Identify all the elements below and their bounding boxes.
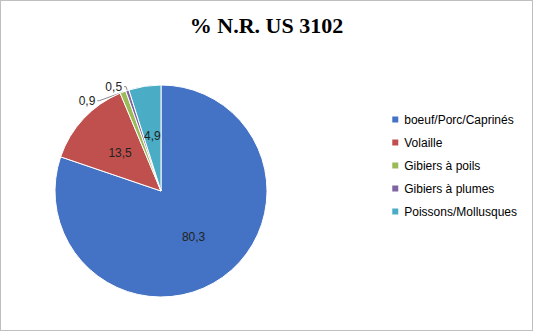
svg-text:boeuf/Porc/Caprinés: boeuf/Porc/Caprinés: [404, 113, 513, 127]
svg-text:Poissons/Mollusques: Poissons/Mollusques: [404, 205, 517, 219]
svg-text:13,5: 13,5: [108, 146, 132, 160]
svg-text:Gibiers à plumes: Gibiers à plumes: [404, 182, 494, 196]
svg-text:% N.R. US 3102: % N.R. US 3102: [190, 13, 343, 38]
svg-text:Gibiers à poils: Gibiers à poils: [404, 159, 480, 173]
svg-text:Volaille: Volaille: [404, 136, 442, 150]
svg-text:0,5: 0,5: [105, 80, 122, 94]
svg-text:0,9: 0,9: [79, 94, 96, 108]
svg-text:80,3: 80,3: [182, 230, 206, 244]
svg-text:4,9: 4,9: [144, 129, 161, 143]
